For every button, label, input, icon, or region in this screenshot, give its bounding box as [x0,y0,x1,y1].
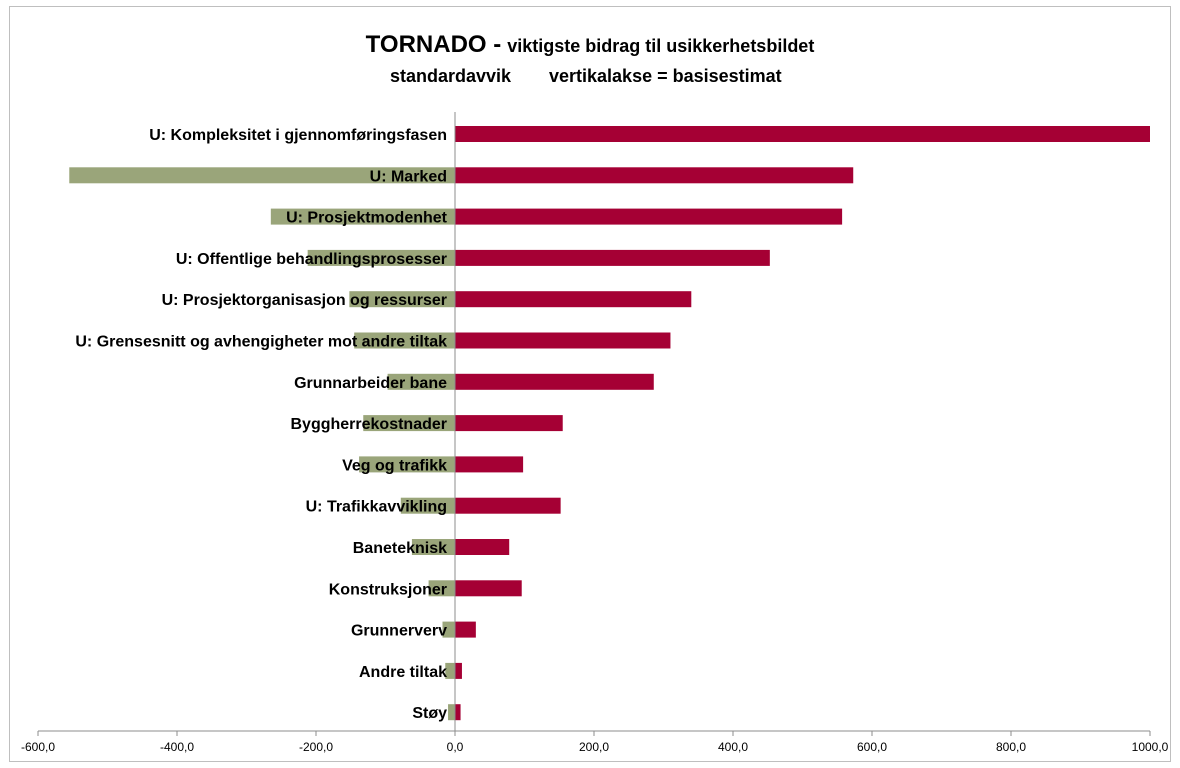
bar-negative [428,580,455,597]
x-tick-label: -400,0 [160,740,194,754]
bar-positive [455,126,1150,142]
bar-negative [354,332,455,349]
bar-negative [442,621,455,638]
x-tick-label: 600,0 [857,740,887,754]
bar-negative [363,415,455,432]
category-label: U: Marked [370,168,447,185]
x-tick-label: 200,0 [579,740,609,754]
category-label: Veg og trafikk [342,457,447,474]
x-tick-label: 0,0 [447,740,464,754]
bar-negative [448,704,455,721]
category-label: Andre tiltak [359,664,447,681]
bar-positive [455,415,563,432]
x-tick-label: 400,0 [718,740,748,754]
x-axis: -600,0 -400,0 -200,0 0,0 200,0 400,0 600,0 800,… [21,730,1169,754]
category-label: Byggherrekostnader [291,416,448,433]
bar-positive [455,332,671,349]
category-label: U: Prosjektmodenhet [286,210,448,227]
chart-subtitle-left: standardavvik [390,66,512,86]
bar-positive [455,662,462,679]
bar-negative [349,291,455,308]
category-label: U: Trafikkavvikling [306,499,447,516]
category-label: Baneteknisk [353,540,447,557]
positive-bars [455,126,1150,721]
bar-negative [359,456,455,473]
category-labels: U: Kompleksitet i gjennomføringsfasen U: … [75,127,447,722]
chart-subtitle-right: vertikalakse = basisestimat [549,66,782,86]
category-label: U: Kompleksitet i gjennomføringsfasen [149,127,447,144]
bar-positive [455,249,770,266]
bar-negative [411,539,455,555]
bar-positive [455,167,854,184]
bar-negative [270,208,455,225]
bar-negative [307,249,455,266]
bar-negative [387,373,455,390]
bar-negative [400,497,455,514]
x-tick-label: -200,0 [299,740,333,754]
bar-positive [455,580,522,597]
bar-positive [455,208,843,225]
bar-positive [455,291,692,308]
negative-bars [69,167,456,721]
category-label: Konstruksjoner [329,581,447,598]
x-tick-label: 1000,0 [1132,740,1169,754]
category-label: Støy [412,705,447,722]
bar-positive [455,539,510,555]
x-tick-label: -600,0 [21,740,55,754]
chart-title-main: TORNADO - [366,31,502,58]
category-label: Grunnarbeider bane [294,375,447,392]
bar-positive [455,497,561,514]
bar-positive [455,456,524,473]
category-label: U: Grensesnitt og avhengigheter mot andr… [75,334,447,351]
category-label: U: Offentlige behandlingsprosesser [176,251,447,268]
category-label: Grunnerverv [351,623,447,640]
chart-title-suffix: viktigste bidrag til usikkerhetsbildet [507,36,814,56]
bar-positive [455,373,654,390]
bar-positive [455,621,476,638]
chart-title: TORNADO - viktigste bidrag til usikkerhet… [366,31,815,58]
bar-negative [69,167,456,184]
bar-negative [445,662,455,679]
category-label: U: Prosjektorganisasjon og ressurser [162,292,447,309]
bar-positive [455,704,461,721]
x-tick-label: 800,0 [996,740,1026,754]
